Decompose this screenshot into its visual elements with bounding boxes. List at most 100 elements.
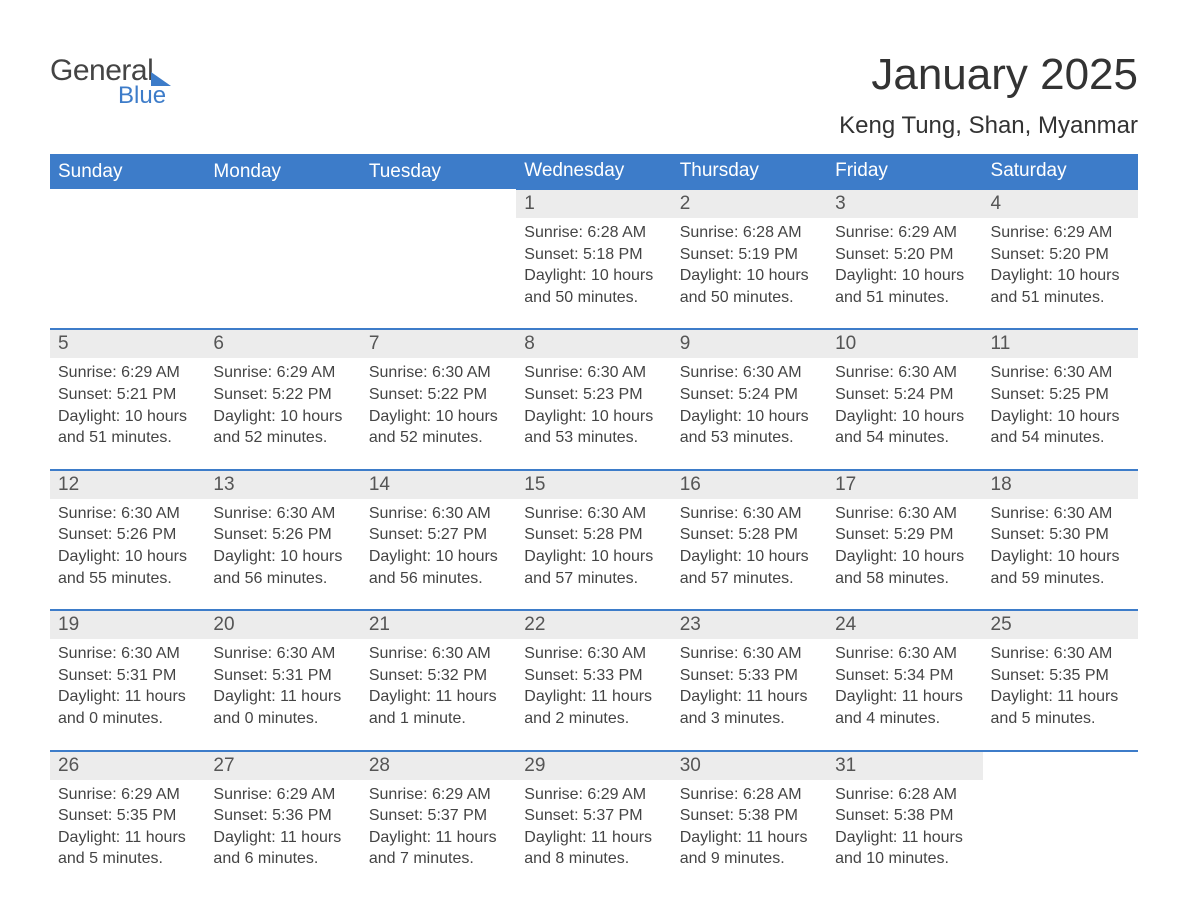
title-block: January 2025 Keng Tung, Shan, Myanmar (839, 50, 1138, 150)
day-of-week-row: SundayMondayTuesdayWednesdayThursdayFrid… (50, 154, 1138, 189)
sunset-line: Sunset: 5:24 PM (680, 384, 819, 406)
calendar-cell (361, 189, 516, 329)
daylight-line: Daylight: 11 hours and 2 minutes. (524, 686, 663, 729)
sunrise-line: Sunrise: 6:30 AM (213, 503, 352, 525)
daylight-line: Daylight: 11 hours and 0 minutes. (213, 686, 352, 729)
sunrise-line: Sunrise: 6:29 AM (58, 362, 197, 384)
calendar-cell: 22Sunrise: 6:30 AMSunset: 5:33 PMDayligh… (516, 610, 671, 750)
day-details: Sunrise: 6:29 AMSunset: 5:35 PMDaylight:… (58, 784, 197, 870)
day-number: 9 (672, 330, 827, 358)
day-number: 15 (516, 471, 671, 499)
calendar-cell: 2 Sunrise: 6:28 AMSunset: 5:19 PMDaylight… (672, 189, 827, 329)
daylight-line: Daylight: 11 hours and 8 minutes. (524, 827, 663, 870)
day-details: Sunrise: 6:29 AMSunset: 5:37 PMDaylight:… (369, 784, 508, 870)
sunset-line: Sunset: 5:36 PM (213, 805, 352, 827)
calendar-row: 1Sunrise: 6:28 AMSunset: 5:18 PMDaylight… (50, 189, 1138, 329)
day-details: Sunrise: 6:30 AMSunset: 5:26 PMDaylight:… (213, 503, 352, 589)
day-details: Sunrise: 6:30 AMSunset: 5:32 PMDaylight:… (369, 643, 508, 729)
calendar-cell (205, 189, 360, 329)
day-number: 8 (516, 330, 671, 358)
day-number: 1 (516, 190, 671, 218)
calendar-cell (50, 189, 205, 329)
empty-strip (50, 189, 205, 217)
day-number: 3 (827, 190, 982, 218)
day-details: Sunrise: 6:28 AMSunset: 5:18 PMDaylight:… (524, 222, 663, 308)
sunrise-line: Sunrise: 6:30 AM (369, 503, 508, 525)
calendar-cell: 13Sunrise: 6:30 AMSunset: 5:26 PMDayligh… (205, 470, 360, 610)
brand-logo: General Blue (50, 50, 171, 110)
sunrise-line: Sunrise: 6:30 AM (835, 503, 974, 525)
sunrise-line: Sunrise: 6:28 AM (680, 222, 819, 244)
day-number: 29 (516, 752, 671, 780)
month-title: January 2025 (839, 50, 1138, 100)
day-number: 7 (361, 330, 516, 358)
daylight-line: Daylight: 11 hours and 9 minutes. (680, 827, 819, 870)
calendar-row: 5Sunrise: 6:29 AMSunset: 5:21 PMDaylight… (50, 329, 1138, 469)
location-text: Keng Tung, Shan, Myanmar (839, 112, 1138, 140)
sunset-line: Sunset: 5:35 PM (58, 805, 197, 827)
day-number: 16 (672, 471, 827, 499)
day-number: 19 (50, 611, 205, 639)
day-details: Sunrise: 6:28 AMSunset: 5:38 PMDaylight:… (680, 784, 819, 870)
daylight-line: Daylight: 10 hours and 51 minutes. (58, 406, 197, 449)
daylight-line: Daylight: 11 hours and 1 minute. (369, 686, 508, 729)
day-details: Sunrise: 6:29 AMSunset: 5:20 PMDaylight:… (835, 222, 974, 308)
calendar-body: 1Sunrise: 6:28 AMSunset: 5:18 PMDaylight… (50, 189, 1138, 890)
sunset-line: Sunset: 5:33 PM (524, 665, 663, 687)
day-number: 11 (983, 330, 1138, 358)
sunrise-line: Sunrise: 6:30 AM (835, 362, 974, 384)
calendar-cell (983, 751, 1138, 890)
sunrise-line: Sunrise: 6:30 AM (991, 362, 1130, 384)
dow-header: Wednesday (516, 154, 671, 189)
sunset-line: Sunset: 5:26 PM (58, 524, 197, 546)
day-details: Sunrise: 6:29 AMSunset: 5:20 PMDaylight:… (991, 222, 1130, 308)
sunset-line: Sunset: 5:28 PM (524, 524, 663, 546)
day-number: 2 (672, 190, 827, 218)
daylight-line: Daylight: 10 hours and 51 minutes. (835, 265, 974, 308)
day-number: 14 (361, 471, 516, 499)
day-details: Sunrise: 6:29 AMSunset: 5:36 PMDaylight:… (213, 784, 352, 870)
sunset-line: Sunset: 5:27 PM (369, 524, 508, 546)
sunrise-line: Sunrise: 6:29 AM (835, 222, 974, 244)
day-details: Sunrise: 6:30 AMSunset: 5:22 PMDaylight:… (369, 362, 508, 448)
calendar-cell: 31Sunrise: 6:28 AMSunset: 5:38 PMDayligh… (827, 751, 982, 890)
day-details: Sunrise: 6:30 AMSunset: 5:30 PMDaylight:… (991, 503, 1130, 589)
calendar-cell: 1 Sunrise: 6:28 AMSunset: 5:18 PMDaylight… (516, 189, 671, 329)
sunset-line: Sunset: 5:38 PM (835, 805, 974, 827)
sunset-line: Sunset: 5:33 PM (680, 665, 819, 687)
day-number: 18 (983, 471, 1138, 499)
daylight-line: Daylight: 10 hours and 50 minutes. (524, 265, 663, 308)
sunset-line: Sunset: 5:29 PM (835, 524, 974, 546)
calendar-row: 26Sunrise: 6:29 AMSunset: 5:35 PMDayligh… (50, 751, 1138, 890)
calendar-cell: 5Sunrise: 6:29 AMSunset: 5:21 PMDaylight… (50, 329, 205, 469)
sunrise-line: Sunrise: 6:30 AM (680, 643, 819, 665)
sunrise-line: Sunrise: 6:30 AM (524, 643, 663, 665)
sunrise-line: Sunrise: 6:30 AM (680, 362, 819, 384)
sunset-line: Sunset: 5:26 PM (213, 524, 352, 546)
dow-header: Sunday (50, 154, 205, 189)
sunset-line: Sunset: 5:31 PM (58, 665, 197, 687)
day-details: Sunrise: 6:28 AMSunset: 5:19 PMDaylight:… (680, 222, 819, 308)
empty-strip (205, 189, 360, 217)
brand-sub: Blue (118, 82, 171, 110)
sunrise-line: Sunrise: 6:30 AM (524, 362, 663, 384)
day-number: 10 (827, 330, 982, 358)
calendar-row: 19 Sunrise: 6:30 AM Sunset: 5:31 PM Dayligh… (50, 610, 1138, 750)
sunrise-line: Sunrise: 6:29 AM (369, 784, 508, 806)
calendar-cell: 10Sunrise: 6:30 AMSunset: 5:24 PMDayligh… (827, 329, 982, 469)
sunset-line: Sunset: 5:18 PM (524, 244, 663, 266)
calendar-cell: 17Sunrise: 6:30 AMSunset: 5:29 PMDayligh… (827, 470, 982, 610)
calendar-cell: 25Sunrise: 6:30 AMSunset: 5:35 PMDayligh… (983, 610, 1138, 750)
daylight-line: Daylight: 11 hours and 6 minutes. (213, 827, 352, 870)
sunrise-line: Sunrise: 6:30 AM (58, 503, 197, 525)
sunrise-line: Sunrise: 6:30 AM (680, 503, 819, 525)
sunset-line: Sunset: 5:37 PM (524, 805, 663, 827)
sunset-line: Sunset: 5:22 PM (369, 384, 508, 406)
empty-strip (361, 189, 516, 217)
calendar-cell: 12Sunrise: 6:30 AMSunset: 5:26 PMDayligh… (50, 470, 205, 610)
sunset-line: Sunset: 5:30 PM (991, 524, 1130, 546)
daylight-line: Daylight: 11 hours and 10 minutes. (835, 827, 974, 870)
sunrise-line: Sunrise: 6:29 AM (213, 362, 352, 384)
sunrise-line: Sunrise: 6:28 AM (524, 222, 663, 244)
sunset-line: Sunset: 5:24 PM (835, 384, 974, 406)
